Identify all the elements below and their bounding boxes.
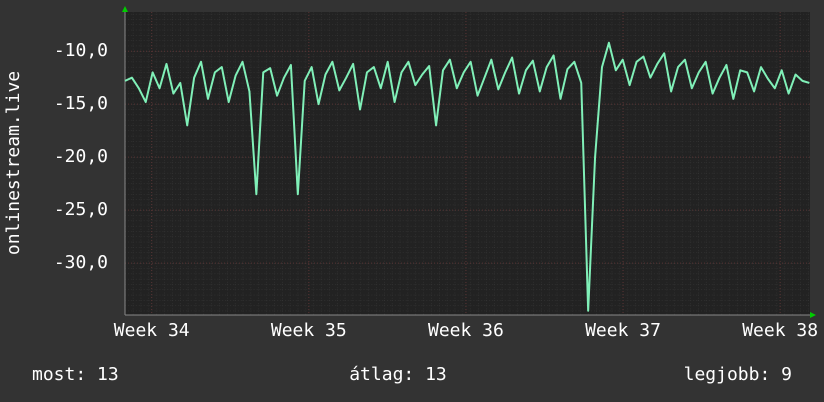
data-line [124, 41, 810, 312]
legend-most: most: 13 [32, 364, 119, 385]
y-axis-label: onlinestream.live [3, 71, 24, 255]
x-tick-label: Week 36 [428, 320, 504, 341]
y-tick-label: -20,0 [54, 146, 108, 167]
y-tick-label: -15,0 [54, 93, 108, 114]
y-tick-label: -10,0 [54, 40, 108, 61]
minor-grid [125, 12, 810, 315]
x-tick-label: Week 34 [114, 320, 190, 341]
legend-max: legjobb: 9 [684, 364, 792, 385]
legend-average: átlag: 13 [349, 364, 447, 385]
y-tick-label: -30,0 [54, 252, 108, 273]
y-tick-label: -25,0 [54, 199, 108, 220]
x-arrow [810, 312, 816, 318]
x-tick-label: Week 35 [271, 320, 347, 341]
x-tick-label: Week 38 [742, 320, 818, 341]
y-arrow [122, 6, 128, 12]
x-tick-label: Week 37 [585, 320, 661, 341]
